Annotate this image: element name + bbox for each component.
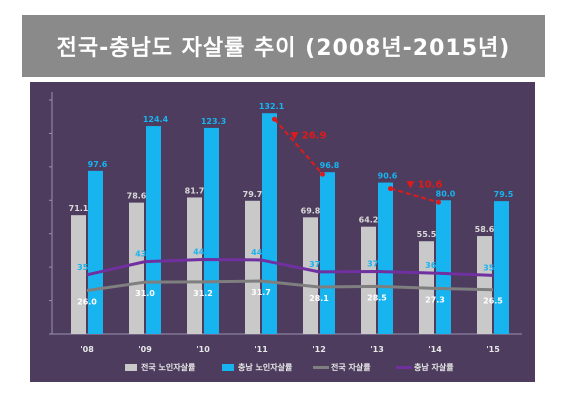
label-chungnam-elderly: 80.0 [436,189,456,198]
label-national-elderly: 69.8 [301,206,321,215]
x-tick-label: '12 [312,345,326,354]
chart-svg: 71.1 97.6 '08 78.6 124.4 '09 81.7 123.3 '10 79.7 1… [49,92,522,372]
bar-chungnam-elderly [494,201,509,334]
label-national: 27.3 [425,295,445,304]
legend-swatch [222,364,234,371]
bar-national-elderly [303,217,318,334]
label-chungnam: 44.6 [193,247,213,256]
label-chungnam: 35.4 [77,263,97,272]
bar-national-elderly [477,236,492,334]
label-national-elderly: 71.1 [69,204,89,213]
label-national: 26.0 [77,298,97,307]
bar-chungnam-elderly [320,172,335,334]
annotation-arrow [273,118,324,175]
x-tick-label: '09 [138,345,152,354]
x-tick-label: '08 [80,345,94,354]
x-tick-label: '11 [254,345,268,354]
legend-label: 충남 노인자살률 [238,362,293,372]
label-chungnam-elderly: 79.5 [494,190,514,199]
label-chungnam-elderly: 132.1 [259,102,285,111]
label-chungnam: 43.3 [135,250,155,259]
title-bar: 전국-충남도 자살률 추이 (2008년-2015년) [22,15,545,77]
annotation-label: ▼ 10.6 [407,179,443,190]
bar-chungnam-elderly [262,113,277,334]
label-chungnam: 37.4 [367,259,387,268]
label-national-elderly: 58.6 [475,225,495,234]
bar-national-elderly [129,202,144,334]
label-national: 31.2 [193,289,213,298]
label-national-elderly: 78.6 [127,192,147,201]
label-national: 28.1 [309,294,329,303]
bar-national-elderly [361,226,376,334]
x-tick-label: '15 [486,345,500,354]
bar-chungnam-elderly [204,127,219,334]
annotation-arrow-start [272,116,277,122]
line-national [86,279,494,293]
label-national-elderly: 64.2 [359,216,379,225]
annotation-label: ▼ 26.9 [291,131,327,142]
x-tick-label: '10 [196,345,210,354]
legend-label: 충남 자살률 [414,362,454,372]
label-national-elderly: 79.7 [243,190,263,199]
label-chungnam: 44.3 [251,248,271,257]
label-national-elderly: 55.5 [417,230,437,239]
label-chungnam: 36.4 [425,261,445,270]
bar-national-elderly [71,215,86,334]
legend-label: 전국 노인자살률 [141,362,196,372]
label-chungnam-elderly: 96.8 [320,161,340,170]
label-chungnam: 35.1 [483,263,503,272]
line-chungnam [86,257,494,277]
annotation-arrow-end [436,199,441,205]
label-chungnam-elderly: 90.6 [378,172,398,181]
label-national: 31.0 [135,289,155,298]
label-national: 26.5 [483,297,503,306]
legend-swatch [125,364,137,371]
annotation-arrow-start [388,186,393,192]
bar-national-elderly [187,197,202,334]
bar-chungnam-elderly [146,126,161,335]
label-national: 31.7 [251,288,271,297]
x-tick-label: '13 [370,345,384,354]
label-chungnam-elderly: 124.4 [143,115,169,124]
bar-chungnam-elderly [378,182,393,334]
annotation-arrow [390,187,439,204]
label-chungnam-elderly: 97.6 [88,160,108,169]
bar-chungnam-elderly [436,200,451,334]
bar-chungnam-elderly [88,170,103,334]
chart-title: 전국-충남도 자살률 추이 (2008년-2015년) [56,36,511,61]
x-tick-label: '14 [428,345,442,354]
bar-national-elderly [245,200,260,334]
legend-label: 전국 자살률 [331,362,371,372]
chart-panel: 71.1 97.6 '08 78.6 124.4 '09 81.7 123.3 '10 79.7 1… [30,82,535,382]
label-national-elderly: 81.7 [185,186,205,195]
label-national: 28.5 [367,293,387,302]
annotation-arrow-end [320,171,325,177]
label-chungnam: 37.2 [309,260,329,269]
label-chungnam-elderly: 123.3 [201,117,226,126]
